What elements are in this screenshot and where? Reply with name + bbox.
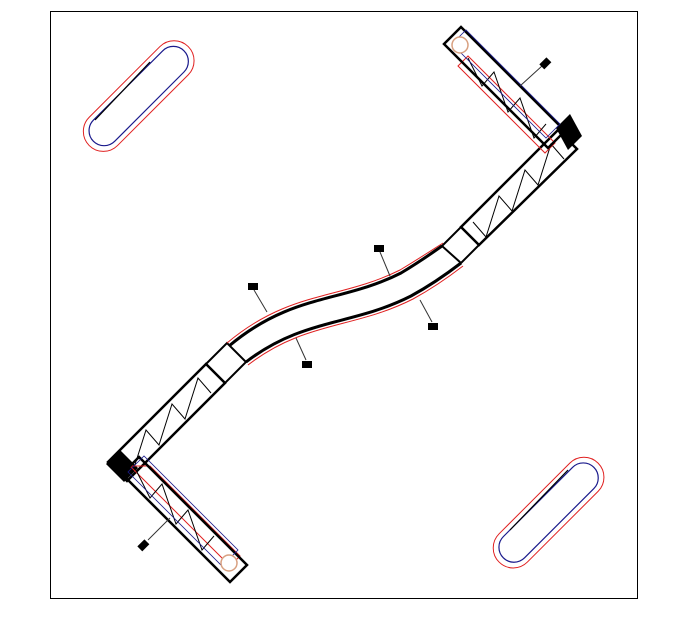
counter-rail — [509, 469, 569, 531]
upper-arm-truss-section — [442, 25, 567, 154]
arm-truss-inner — [127, 455, 239, 567]
hanger-bracket — [428, 323, 438, 330]
connector-block-upper — [440, 225, 481, 265]
connector-block — [204, 341, 248, 385]
hanger-line — [379, 251, 391, 277]
upper-right-truss-section — [459, 114, 582, 247]
truss-web — [119, 376, 212, 473]
lower-arm-truss-section — [120, 455, 249, 584]
arm-truss-rail — [442, 25, 567, 150]
hanger-line — [519, 65, 543, 87]
counter-unit-top-left — [82, 40, 195, 152]
caster-wheel — [220, 554, 238, 572]
counter-red-outline — [492, 456, 605, 569]
curve-rail-bottom — [245, 261, 462, 364]
counter-blue-outline — [498, 462, 599, 563]
end-block — [556, 114, 582, 150]
arm-red-outline — [457, 55, 556, 154]
curved-center-section — [226, 225, 481, 368]
hanger-bracket — [248, 283, 258, 290]
truss-web — [472, 142, 565, 239]
curve-outline-top — [226, 242, 444, 344]
hanger-line — [253, 289, 268, 313]
arm-truss-web — [135, 469, 215, 551]
hanger-bracket — [302, 361, 312, 368]
hanger-bracket — [137, 539, 150, 552]
counter-unit-bottom-right — [492, 456, 605, 569]
hanger-line — [295, 337, 307, 361]
lower-left-truss-section — [106, 341, 248, 483]
curve-rail-top — [228, 244, 443, 348]
counter-blue-outline — [88, 45, 189, 147]
arm-truss-rail — [120, 455, 249, 584]
hanger-bracket — [374, 245, 384, 252]
curve-outline-bottom — [247, 265, 464, 366]
hanger-line — [147, 517, 171, 541]
counter-rail — [94, 61, 151, 121]
arm-truss-web — [467, 57, 547, 139]
arm-red-outline — [128, 465, 241, 567]
arm-truss-inner — [451, 29, 561, 139]
caster-wheel — [451, 36, 469, 54]
counter-red-outline — [82, 40, 195, 152]
hanger-bracket — [539, 57, 552, 70]
truss-rail — [459, 128, 579, 247]
hanger-line — [419, 299, 433, 323]
